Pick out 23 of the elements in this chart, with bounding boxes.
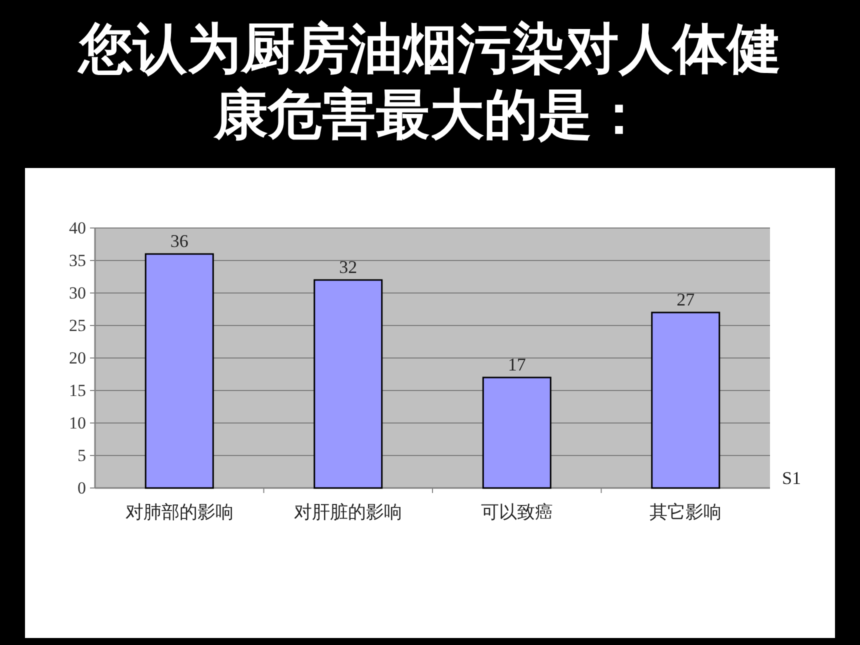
y-tick-label: 40 <box>69 218 86 238</box>
data-label: 36 <box>170 231 188 251</box>
y-tick-label: 20 <box>69 348 86 368</box>
data-label: 32 <box>339 257 358 277</box>
bar <box>651 312 720 489</box>
x-tick-label: 可以致癌 <box>480 502 553 522</box>
y-tick-label: 25 <box>69 316 86 335</box>
x-tick-label: 其它影响 <box>650 502 722 522</box>
y-tick-label: 15 <box>69 381 86 400</box>
y-tick-label: 5 <box>78 446 86 465</box>
data-label: 17 <box>508 354 526 374</box>
y-tick-label: 10 <box>69 414 86 432</box>
y-tick-label: 35 <box>69 251 86 270</box>
data-label: 27 <box>676 290 695 310</box>
chart-title: 您认为厨房油烟污染对人体健康危害最大的是： <box>76 18 782 147</box>
bar <box>482 376 552 489</box>
bar <box>144 253 214 489</box>
x-tick-label: 对肺部的影响 <box>125 502 234 522</box>
x-tick-label: 对肝脏的影响 <box>294 502 402 522</box>
bar <box>314 279 383 489</box>
y-tick-label: 30 <box>69 284 86 302</box>
y-tick-label: 0 <box>78 478 86 498</box>
text: S1 <box>782 468 802 488</box>
